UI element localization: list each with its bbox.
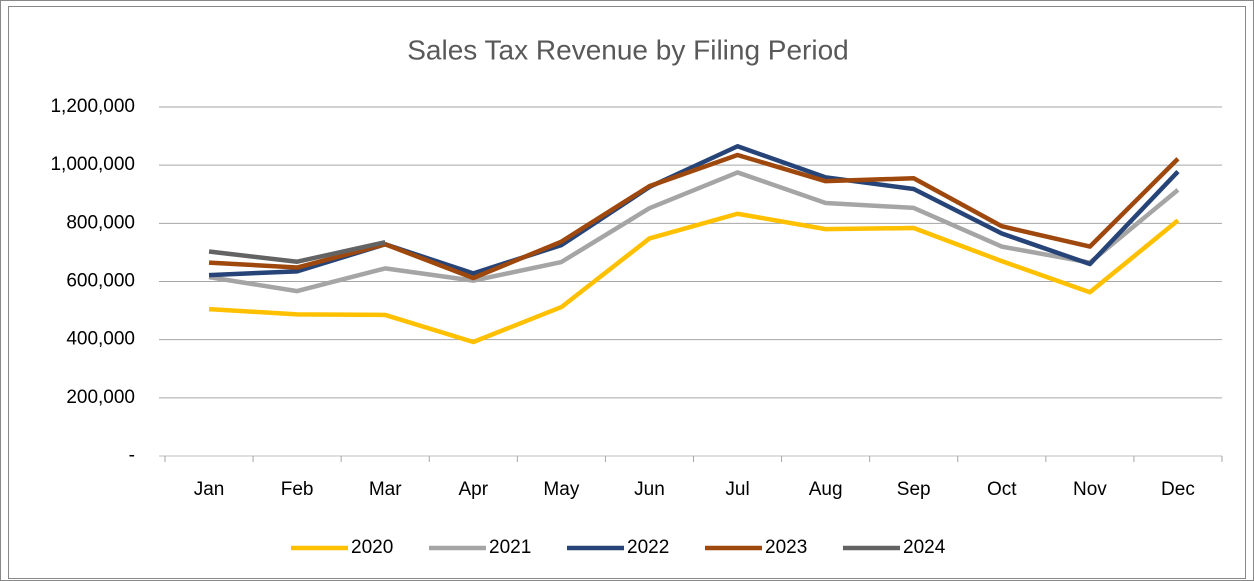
y-tick-label: 1,000,000 bbox=[50, 154, 135, 175]
y-tick-label: - bbox=[129, 445, 135, 466]
x-tick-label: Jan bbox=[194, 479, 225, 500]
x-tick-label: Jul bbox=[725, 479, 749, 500]
x-tick-label: Oct bbox=[987, 479, 1017, 500]
legend-label: 2024 bbox=[903, 537, 946, 558]
x-tick-label: Dec bbox=[1161, 479, 1195, 500]
x-tick-label: Mar bbox=[369, 479, 402, 500]
y-tick-label: 800,000 bbox=[66, 212, 135, 233]
x-tick-label: Apr bbox=[459, 479, 489, 500]
legend-label: 2023 bbox=[765, 537, 807, 558]
x-tick-label: May bbox=[543, 479, 579, 500]
series-line bbox=[208, 240, 386, 264]
y-tick-label: 600,000 bbox=[66, 271, 135, 292]
series-line bbox=[208, 152, 1180, 281]
x-tick-label: Jun bbox=[634, 479, 665, 500]
x-tick-label: Sep bbox=[897, 479, 931, 500]
chart-title: Sales Tax Revenue by Filing Period bbox=[407, 34, 849, 65]
x-tick-label: Feb bbox=[281, 479, 314, 500]
y-tick-label: 1,200,000 bbox=[50, 96, 135, 117]
legend-label: 2020 bbox=[351, 537, 393, 558]
legend-label: 2021 bbox=[489, 537, 531, 558]
chart-frame bbox=[8, 6, 1246, 579]
legend-label: 2022 bbox=[627, 537, 669, 558]
y-tick-label: 400,000 bbox=[66, 329, 135, 350]
x-tick-label: Aug bbox=[809, 479, 843, 500]
series-line bbox=[208, 211, 1180, 345]
y-tick-label: 200,000 bbox=[66, 387, 135, 408]
x-tick-label: Nov bbox=[1073, 479, 1107, 500]
series-line bbox=[208, 170, 1180, 294]
